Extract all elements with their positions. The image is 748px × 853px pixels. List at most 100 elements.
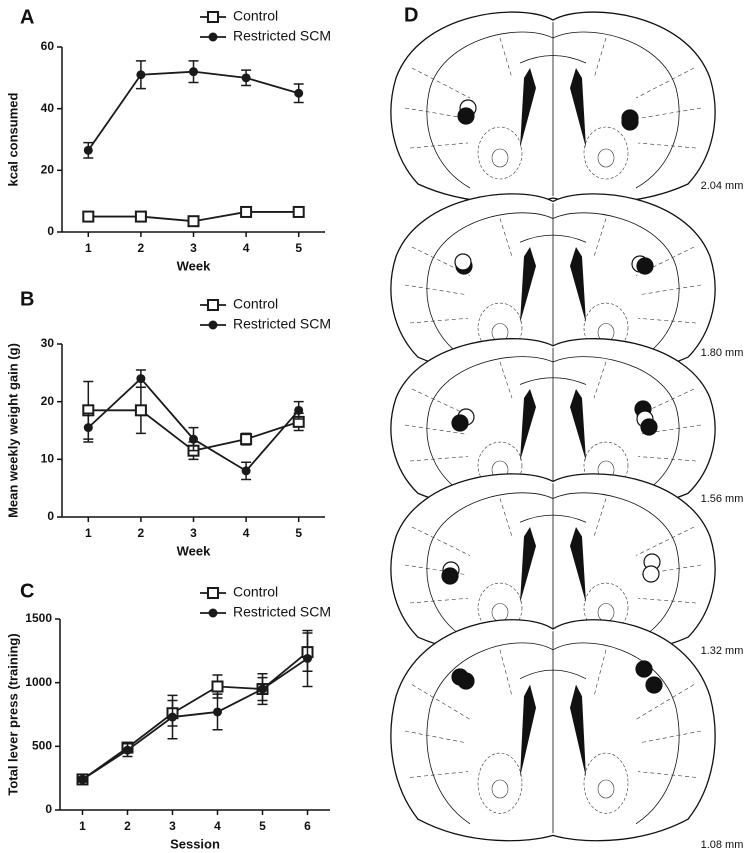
section-label: 2.04 mm [701, 180, 744, 192]
series-line [82, 657, 309, 781]
x-tick-label: 4 [243, 526, 250, 540]
corpus-callosum [519, 55, 587, 64]
legend-label: Restricted SCM [233, 604, 331, 620]
legend-label: Control [233, 584, 278, 600]
cortex-line [426, 492, 680, 642]
y-tick-label: 20 [41, 163, 55, 177]
brain-section [390, 619, 716, 842]
ventricle [520, 68, 536, 148]
ventricle [570, 684, 586, 778]
marker [294, 405, 304, 415]
cortex-line [426, 356, 680, 498]
legend-marker [208, 608, 218, 618]
series-line [87, 70, 299, 151]
marker [240, 205, 253, 218]
marker [136, 374, 146, 384]
nucleus [491, 148, 509, 168]
legend-marker [207, 587, 219, 599]
x-axis-label: Week [177, 543, 211, 558]
ventricle [570, 389, 586, 461]
legend-label: Restricted SCM [233, 28, 331, 44]
y-tick-label: 0 [47, 509, 54, 523]
dashed-contour [404, 649, 702, 778]
marker [123, 745, 132, 755]
marker [189, 67, 198, 77]
panel-label: D [404, 4, 418, 26]
nucleus [597, 148, 615, 168]
ventricle [570, 247, 586, 323]
x-axis-label: Session [170, 836, 220, 851]
placement [635, 660, 653, 678]
brain-section [390, 338, 716, 511]
cortex-line [426, 642, 680, 825]
section-label: 1.32 mm [701, 645, 744, 657]
y-tick-label: 60 [41, 39, 55, 53]
placement [640, 418, 658, 436]
x-tick-label: 4 [214, 819, 221, 833]
nucleus [477, 126, 523, 180]
marker [189, 434, 198, 444]
cortex-line [426, 31, 680, 189]
x-tick-label: 3 [169, 819, 176, 833]
y-axis-label: Total lever press (training) [5, 633, 20, 795]
marker [134, 404, 147, 417]
placement [642, 565, 660, 583]
legend-marker [208, 32, 218, 42]
placement [441, 567, 459, 585]
cortex-line [426, 212, 680, 362]
y-tick-label: 30 [41, 336, 55, 350]
dashed-contour [404, 498, 702, 604]
marker [168, 712, 177, 722]
placement [457, 107, 475, 125]
x-tick-label: 1 [79, 819, 86, 833]
panel-label: B [20, 288, 34, 310]
nucleus [597, 779, 615, 799]
x-tick-label: 6 [304, 819, 311, 833]
legend-label: Restricted SCM [233, 316, 331, 332]
brain-section [390, 11, 716, 204]
marker [240, 433, 253, 446]
y-tick-label: 1500 [25, 611, 52, 625]
x-tick-label: 2 [138, 526, 145, 540]
marker [258, 684, 267, 694]
section-label: 1.08 mm [701, 839, 744, 851]
placement [636, 257, 654, 275]
y-tick-label: 40 [41, 101, 55, 115]
x-tick-label: 1 [85, 526, 92, 540]
x-tick-label: 5 [295, 526, 302, 540]
series-line [81, 651, 309, 781]
marker [213, 707, 222, 717]
x-axis-label: Week [177, 258, 211, 273]
x-tick-label: 3 [190, 241, 197, 255]
x-tick-label: 3 [190, 526, 197, 540]
brain-section [390, 193, 716, 376]
panel-label: A [20, 6, 34, 28]
nucleus [477, 752, 523, 814]
corpus-callosum [519, 514, 587, 523]
x-tick-label: 2 [138, 241, 145, 255]
marker [241, 73, 251, 83]
placement [621, 113, 639, 131]
y-tick-label: 20 [41, 394, 55, 408]
x-tick-label: 5 [295, 241, 302, 255]
marker [78, 774, 87, 784]
dashed-contour [404, 218, 702, 324]
brain-sections [390, 11, 716, 842]
placement [645, 676, 663, 694]
ventricle [520, 247, 536, 323]
corpus-callosum [519, 669, 587, 680]
dashed-contour [404, 37, 702, 149]
panel-label: C [20, 580, 34, 602]
ventricle [520, 684, 536, 778]
placement [451, 414, 469, 432]
y-tick-label: 1000 [25, 675, 52, 689]
marker [294, 88, 304, 98]
x-tick-label: 5 [259, 819, 266, 833]
x-tick-label: 2 [124, 819, 131, 833]
legend-marker [208, 320, 218, 330]
marker [82, 210, 95, 223]
marker [83, 145, 93, 155]
corpus-callosum [519, 234, 587, 243]
x-tick-label: 1 [85, 241, 92, 255]
